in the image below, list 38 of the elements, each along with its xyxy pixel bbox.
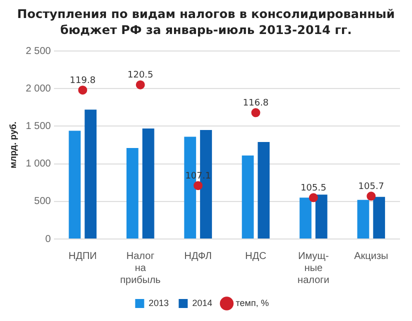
point (251, 108, 260, 118)
y-tick-label: 2 500 (26, 46, 52, 57)
bar (300, 198, 312, 238)
legend-label: 2014 (192, 298, 212, 308)
legend-label: темп, % (236, 298, 269, 308)
x-tick-label: НДПИ (68, 250, 97, 262)
x-tick-label: Акцизы (354, 250, 388, 262)
y-tick-label: 1 000 (26, 158, 52, 170)
x-tick-label: НДФЛ (184, 250, 212, 262)
bar (242, 156, 254, 238)
bar (315, 194, 328, 238)
data-label: 105.5 (300, 183, 326, 194)
point (78, 86, 88, 95)
bar (373, 196, 386, 238)
y-tick-label: 1 500 (26, 120, 52, 132)
point (366, 192, 376, 201)
point (136, 80, 145, 90)
bar (142, 128, 154, 238)
bar (126, 148, 138, 238)
y-tick-label: 0 (45, 234, 52, 245)
bar (84, 110, 97, 238)
y-tick-label: 500 (34, 196, 52, 208)
legend-label: 2013 (148, 298, 169, 308)
x-tick-label: НДС (245, 250, 266, 262)
x-tick-label: Налог на прибыль (120, 250, 161, 286)
bar (258, 142, 270, 238)
y-axis-title: млрд. руб. (8, 122, 18, 168)
chart-title: Поступления по видам налогов в консолидированный бюджет РФ за январь-июль 2013-2014 гг. (16, 6, 396, 39)
data-label: 119.8 (70, 76, 96, 86)
y-tick-label: 2 000 (26, 83, 52, 94)
data-label: 105.7 (358, 182, 384, 192)
bar (68, 130, 81, 238)
point (308, 193, 318, 202)
data-label: 116.8 (242, 98, 269, 109)
data-label: 120.5 (127, 70, 154, 81)
x-tick-label: Имущ-ные налоги (298, 250, 330, 286)
bar (357, 200, 370, 238)
point (194, 181, 203, 190)
